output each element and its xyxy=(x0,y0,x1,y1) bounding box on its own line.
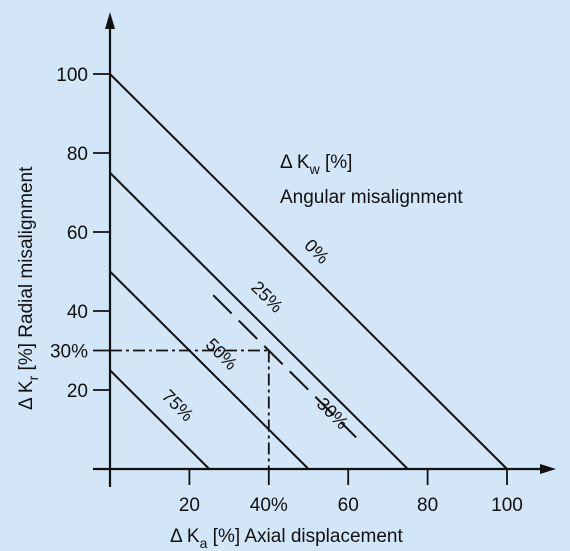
series-line xyxy=(109,369,210,470)
y-axis-arrow xyxy=(105,12,115,29)
reference-line xyxy=(212,294,357,439)
legend-text: Angular misalignment xyxy=(280,187,463,208)
y-tick-label: 60 xyxy=(67,223,88,244)
series-label: 25% xyxy=(247,277,287,317)
series-line xyxy=(109,270,310,470)
axes: 20 40% 60 80 100 20 30% 40 60 80 100 xyxy=(50,12,556,516)
x-tick-label: 20 xyxy=(179,495,200,516)
x-tick-label: 60 xyxy=(338,495,359,516)
y-tick-label: 80 xyxy=(67,144,88,165)
y-tick-label: 100 xyxy=(56,65,88,86)
y-axis-title: Δ Kr [%] Radial misalignment xyxy=(16,166,41,410)
x-axis-arrow xyxy=(540,464,556,474)
y-tick-label: 30% xyxy=(50,342,88,363)
x-tick-label: 100 xyxy=(491,495,523,516)
x-axis-title: Δ Ka [%] Axial displacement xyxy=(170,526,403,551)
legend-symbol: Δ Kw [%] xyxy=(280,152,352,177)
y-tick-label: 20 xyxy=(67,381,88,402)
x-tick-label: 80 xyxy=(417,495,438,516)
x-tick-label: 40% xyxy=(250,495,288,516)
series-label: 0% xyxy=(300,235,333,268)
y-tick-label: 40 xyxy=(67,302,88,323)
series-line xyxy=(109,172,409,470)
series-label: 75% xyxy=(158,386,198,426)
series-line xyxy=(109,73,508,470)
series-lines xyxy=(109,73,508,470)
series-labels: 0%25%50%75% 30% xyxy=(158,235,352,433)
